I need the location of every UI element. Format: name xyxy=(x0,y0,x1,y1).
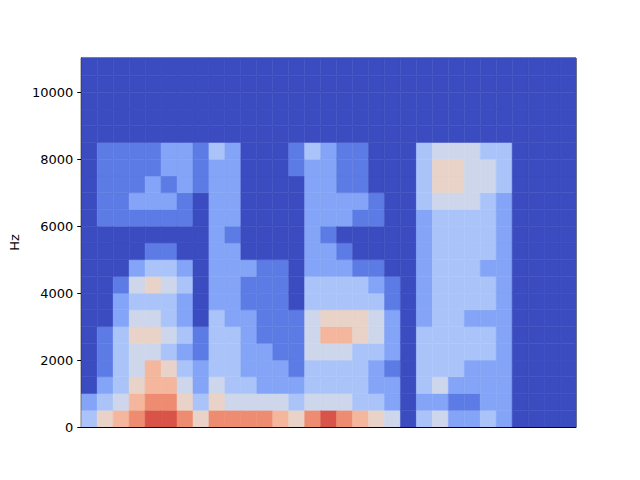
svg-text:0: 0 xyxy=(65,420,73,435)
svg-text:8000: 8000 xyxy=(40,152,73,167)
svg-text:6000: 6000 xyxy=(40,219,73,234)
svg-text:4000: 4000 xyxy=(40,286,73,301)
svg-text:2000: 2000 xyxy=(40,353,73,368)
svg-text:Hz: Hz xyxy=(7,234,22,251)
svg-text:10000: 10000 xyxy=(32,85,73,100)
